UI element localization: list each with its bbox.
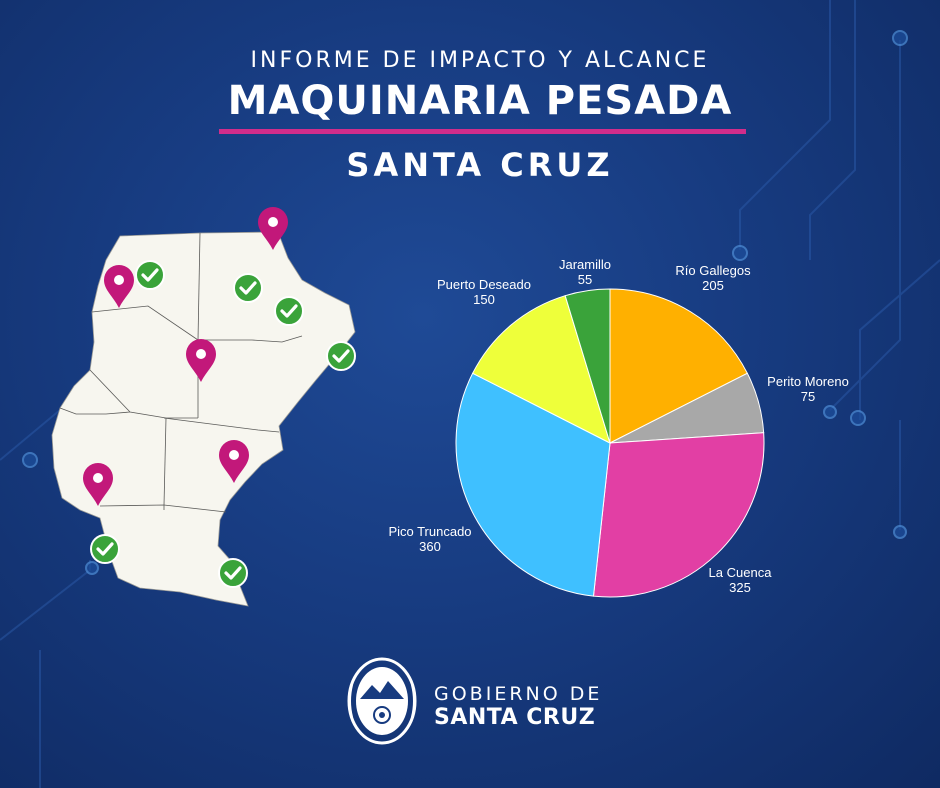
location-pin-icon xyxy=(258,207,288,250)
report-title: MAQUINARIA PESADA xyxy=(227,78,733,124)
location-pin-icon xyxy=(104,265,134,308)
check-circle-icon xyxy=(233,273,263,303)
slice-value-0: 205 xyxy=(702,278,724,293)
pie-slice-5 xyxy=(564,288,611,444)
location-pin-icon xyxy=(83,463,113,506)
footer-logo: GOBIERNO DE SANTA CRUZ xyxy=(340,655,620,755)
slice-value-4: 150 xyxy=(473,292,495,307)
slice-label-1: Perito Moreno xyxy=(767,374,849,389)
slice-value-1: 75 xyxy=(801,389,815,404)
slice-label-0: Río Gallegos xyxy=(675,263,751,278)
coat-of-arms-emblem xyxy=(347,657,417,745)
gov-name-line2: SANTA CRUZ xyxy=(434,705,596,730)
slice-value-2: 325 xyxy=(729,580,751,595)
check-circle-icon xyxy=(218,558,248,588)
location-pin-icon xyxy=(186,339,216,382)
gov-name-line1: GOBIERNO DE xyxy=(434,683,603,705)
check-circle-icon xyxy=(326,341,356,371)
header: INFORME DE IMPACTO Y ALCANCE MAQUINARIA … xyxy=(0,0,940,200)
slice-value-3: 360 xyxy=(419,539,441,554)
slice-label-2: La Cuenca xyxy=(709,565,773,580)
title-underline xyxy=(219,129,746,134)
pie-slice-3 xyxy=(455,372,611,597)
pie-slice-2 xyxy=(592,432,765,598)
slice-value-5: 55 xyxy=(578,272,592,287)
region-title: SANTA CRUZ xyxy=(346,146,614,184)
location-pin-icon xyxy=(219,440,249,483)
check-circle-icon xyxy=(274,296,304,326)
report-subtitle: INFORME DE IMPACTO Y ALCANCE xyxy=(250,48,710,73)
slice-label-5: Jaramillo xyxy=(559,257,611,272)
check-circle-icon xyxy=(135,260,165,290)
santa-cruz-map xyxy=(51,207,356,607)
slice-label-3: Pico Truncado xyxy=(388,524,471,539)
check-circle-icon xyxy=(90,534,120,564)
slice-label-4: Puerto Deseado xyxy=(437,277,531,292)
pie-slice-4 xyxy=(472,295,611,444)
pie-slice-0 xyxy=(609,288,748,444)
